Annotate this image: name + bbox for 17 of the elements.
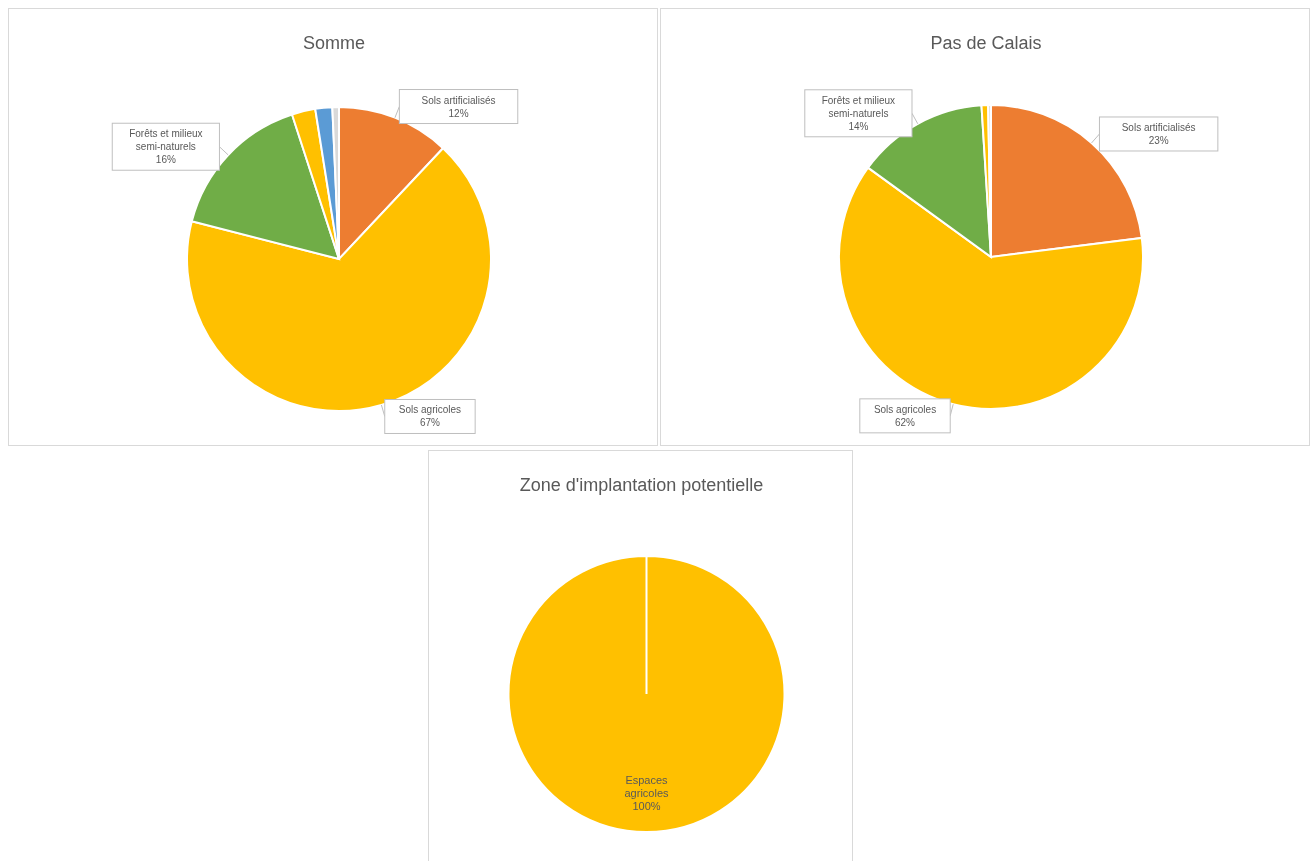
data-label: 100%: [632, 799, 661, 812]
data-label: 16%: [155, 154, 176, 166]
slice-label: Forêts et milieux semi-naturels: [129, 128, 203, 153]
slice-label: Sols agricoles: [873, 403, 937, 415]
data-label: 12%: [448, 107, 469, 119]
slice-label: Espaces agricoles: [624, 773, 670, 799]
chart-title: Pas de Calais: [930, 33, 1042, 53]
data-label: 23%: [1148, 134, 1169, 146]
data-label: 14%: [848, 120, 869, 132]
chart-title: Zone d'implantation potentielle: [519, 475, 764, 495]
data-label: 62%: [895, 416, 916, 428]
slice-label: Sols artificialisés: [421, 94, 496, 106]
chart-title: Somme: [302, 33, 366, 53]
slice-label: Forêts et milieux semi-naturels: [821, 94, 896, 119]
slice-label: Sols artificialisés: [1121, 121, 1196, 133]
data-label: 67%: [419, 417, 441, 429]
slice-label: Sols agricoles: [398, 404, 462, 416]
